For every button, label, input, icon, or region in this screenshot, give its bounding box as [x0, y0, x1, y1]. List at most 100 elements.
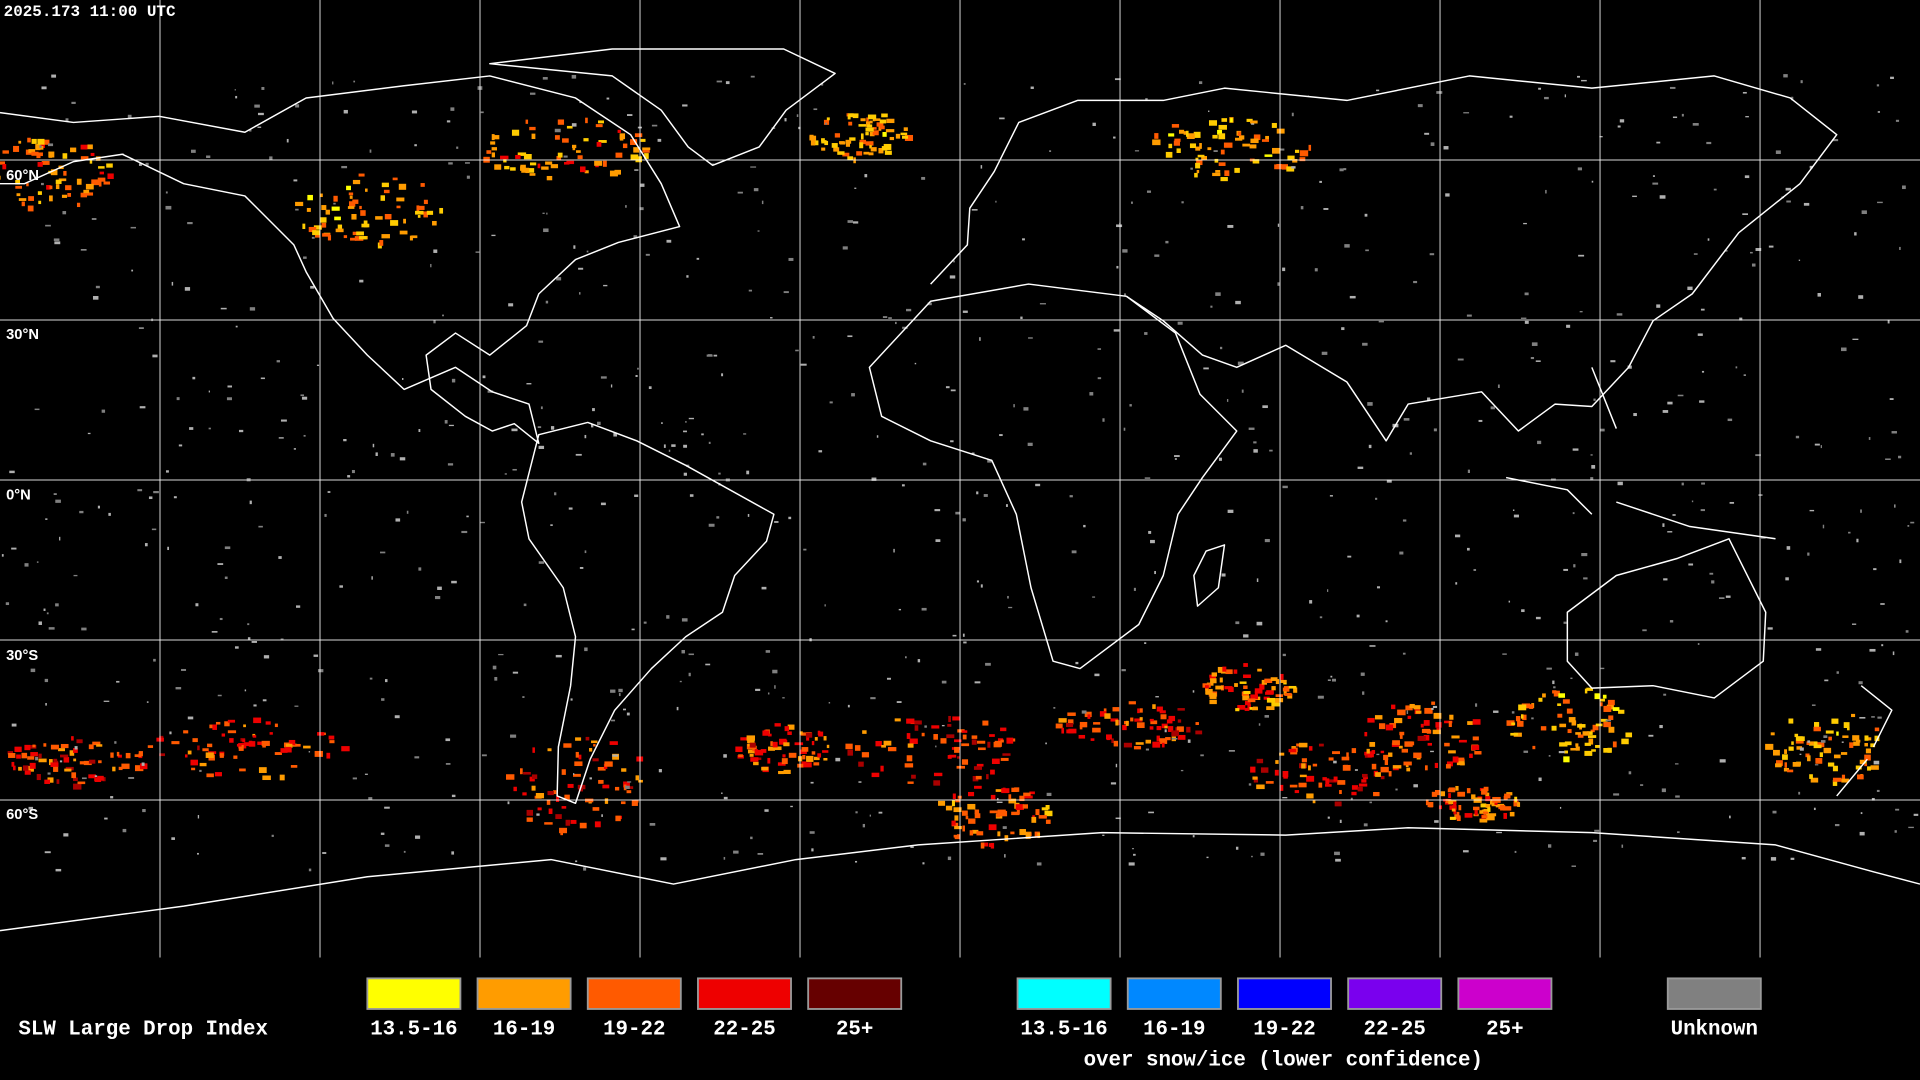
cloud-pixel [1559, 742, 1568, 747]
cloud-pixel [85, 183, 94, 190]
unknown-pixel [63, 833, 69, 837]
cloud-pixel [1831, 718, 1839, 724]
cloud-pixel [302, 223, 306, 230]
cloud-pixel [772, 741, 778, 748]
unknown-pixel [296, 605, 301, 608]
cloud-pixel [778, 770, 785, 775]
unknown-pixel [1069, 495, 1073, 498]
unknown-pixel [660, 857, 667, 861]
cloud-pixel [1557, 713, 1563, 718]
cloud-pixel [506, 774, 515, 780]
cloud-pixel [80, 144, 88, 150]
cloud-pixel [971, 735, 978, 739]
africa-outline [868, 283, 1238, 670]
cloud-pixel [1828, 736, 1832, 741]
cloud-pixel [1224, 170, 1230, 177]
cloud-pixel [978, 747, 986, 751]
cloud-pixel [623, 784, 627, 791]
unknown-pixel [128, 777, 135, 779]
unknown-pixel [1347, 555, 1352, 558]
unknown-pixel [1706, 141, 1712, 145]
cloud-pixel [48, 152, 53, 158]
cloud-pixel [1592, 724, 1599, 731]
cloud-pixel [288, 739, 296, 746]
unknown-pixel [765, 650, 771, 653]
unknown-pixel [1123, 427, 1126, 431]
unknown-pixel [498, 653, 504, 656]
cloud-pixel [184, 754, 188, 758]
cloud-pixel [644, 153, 649, 159]
legend-label: 25+ [836, 1019, 873, 1042]
unknown-pixel [847, 335, 853, 338]
cloud-pixel [860, 133, 864, 140]
cloud-pixel [1603, 705, 1612, 712]
unknown-pixel [1248, 427, 1255, 430]
cloud-pixel [1235, 708, 1240, 712]
unknown-pixel [148, 496, 153, 500]
cloud-pixel [1333, 776, 1338, 782]
cloud-pixel [202, 748, 209, 752]
unknown-pixel [1260, 852, 1265, 856]
unknown-pixel [603, 284, 608, 287]
unknown-pixel [46, 612, 49, 615]
cloud-pixel [352, 199, 359, 204]
unknown-pixel [1466, 314, 1472, 317]
unknown-pixel [824, 604, 826, 607]
unknown-pixel [262, 699, 267, 702]
unknown-pixel [1537, 440, 1542, 445]
unknown-pixel [681, 618, 688, 622]
cloud-pixel [1243, 663, 1248, 667]
cloud-pixel [55, 184, 60, 190]
cloud-pixel [1000, 727, 1007, 732]
unknown-pixel [976, 491, 979, 495]
cloud-pixel [15, 179, 21, 185]
cloud-pixel [788, 752, 797, 758]
cloud-pixel [1195, 722, 1199, 726]
cloud-pixel [1427, 742, 1432, 746]
unknown-pixel [1467, 469, 1470, 474]
unknown-pixel [81, 627, 87, 631]
cloud-pixel [36, 154, 41, 159]
cloud-pixel [1373, 791, 1380, 797]
unknown-pixel [1227, 224, 1234, 228]
cloud-pixel [1542, 693, 1546, 698]
unknown-pixel [1075, 661, 1079, 665]
unknown-pixel [278, 556, 282, 559]
cloud-pixel [1209, 699, 1217, 705]
cloud-pixel [573, 773, 581, 777]
cloud-pixel [1792, 761, 1801, 767]
cloud-pixel [980, 842, 985, 849]
unknown-pixel [610, 689, 616, 693]
cloud-pixel [1380, 775, 1385, 780]
cloud-pixel [1503, 812, 1508, 819]
unknown-pixel [550, 524, 553, 526]
unknown-pixel [784, 118, 787, 122]
unknown-pixel [1531, 342, 1538, 346]
unknown-pixel [1369, 645, 1376, 647]
unknown-pixel [1724, 249, 1728, 252]
cloud-pixel [1403, 761, 1412, 766]
unknown-pixel [1512, 509, 1515, 511]
cloud-pixel [80, 192, 88, 198]
cloud-pixel [1253, 777, 1259, 783]
cloud-pixel [379, 240, 384, 246]
cloud-pixel [1467, 721, 1473, 725]
cloud-pixel [591, 740, 598, 744]
legend-swatch [1237, 977, 1332, 1010]
unknown-pixel [1858, 681, 1863, 685]
unknown-pixel [1097, 348, 1102, 350]
unknown-pixel [1395, 788, 1398, 791]
cloud-pixel [1575, 746, 1580, 751]
unknown-pixel [247, 623, 250, 626]
cloud-pixel [633, 147, 640, 153]
cloud-pixel [1001, 788, 1010, 794]
cloud-pixel [96, 744, 103, 747]
cloud-pixel [504, 165, 510, 170]
cloud-pixel [224, 721, 230, 727]
coastlines [0, 48, 1920, 932]
cloud-pixel [1156, 735, 1160, 742]
legend-label: 16-19 [493, 1019, 555, 1042]
cloud-pixel [553, 790, 557, 795]
unknown-pixel [1030, 86, 1034, 89]
